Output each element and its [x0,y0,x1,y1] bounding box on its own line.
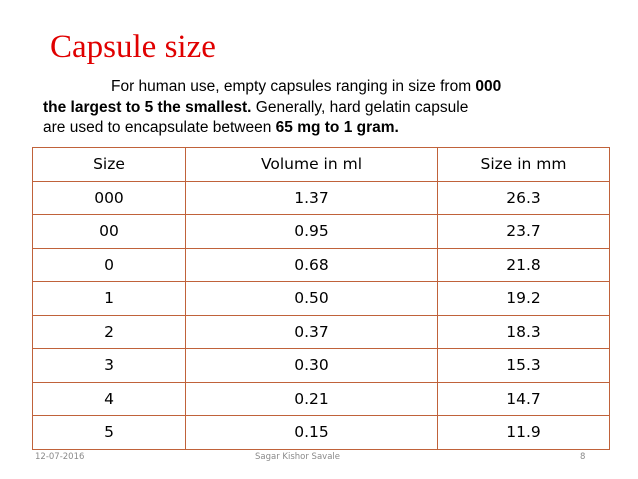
cell-size-mm: 11.9 [437,415,610,450]
intro-line-3-text: are used to encapsulate between [43,119,276,136]
header-volume: Volume in ml [185,147,438,182]
table-row: 00 0.95 23.7 [32,214,610,249]
cell-size: 5 [32,415,186,450]
cell-size-mm: 19.2 [437,281,610,316]
intro-line-2-bold: the largest to 5 the smallest. [43,98,252,116]
cell-size-mm: 23.7 [437,214,610,249]
cell-size-mm: 26.3 [437,180,610,215]
cell-size: 0 [32,247,186,282]
cell-size: 1 [32,281,186,316]
cell-size: 00 [32,214,186,249]
header-size-mm: Size in mm [437,147,610,182]
table-header-row: Size Volume in ml Size in mm [32,147,610,182]
cell-size-mm: 15.3 [437,348,610,383]
intro-line-1-bold: 000 [475,78,502,95]
cell-volume: 0.68 [185,247,438,282]
footer-date: 12-07-2016 [35,452,85,462]
cell-volume: 0.95 [185,214,438,249]
table-row: 4 0.21 14.7 [32,381,610,416]
header-size: Size [32,147,186,182]
intro-line-1-text: For human use, empty capsules ranging in… [111,78,476,95]
table-row: 000 1.37 26.3 [32,180,610,215]
intro-line-1: For human use, empty capsules ranging in… [43,77,603,98]
table-row: 1 0.50 19.2 [32,281,610,316]
cell-size: 000 [32,180,186,215]
intro-line-2-text: Generally, hard gelatin capsule [251,98,469,116]
table-row: 3 0.30 15.3 [32,348,610,383]
table-row: 5 0.15 11.9 [32,415,610,450]
cell-size: 3 [32,348,186,383]
intro-line-3: are used to encapsulate between 65 mg to… [43,118,603,139]
cell-size-mm: 18.3 [437,314,610,349]
cell-volume: 0.30 [185,348,438,383]
cell-size: 4 [32,381,186,416]
intro-line-2: the largest to 5 the smallest. Generally… [43,98,603,119]
intro-paragraph: For human use, empty capsules ranging in… [43,77,603,139]
cell-size-mm: 14.7 [437,381,610,416]
slide-title: Capsule size [50,29,216,65]
table-row: 0 0.68 21.8 [32,247,610,282]
cell-volume: 0.37 [185,314,438,349]
footer-page-number: 8 [580,452,586,462]
table-row: 2 0.37 18.3 [32,314,610,349]
cell-volume: 0.21 [185,381,438,416]
intro-line-3-bold: 65 mg to 1 gram. [275,119,399,136]
cell-size: 2 [32,314,186,349]
cell-volume: 0.50 [185,281,438,316]
cell-size-mm: 21.8 [437,247,610,282]
cell-volume: 0.15 [185,415,438,450]
footer-author: Sagar Kishor Savale [255,452,340,462]
cell-volume: 1.37 [185,180,438,215]
capsule-size-table: Size Volume in ml Size in mm 000 1.37 26… [32,147,610,450]
